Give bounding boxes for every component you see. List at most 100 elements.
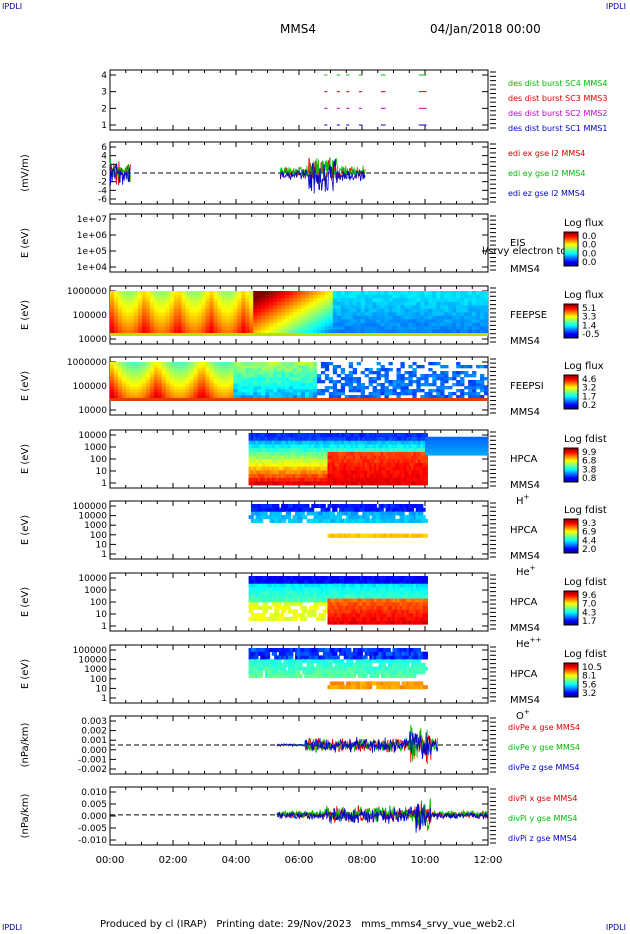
divpe-legend-entry: divPe z gse MMS4: [508, 763, 579, 772]
hpca_he2-ylabel: E (eV): [20, 587, 31, 617]
x-tick-label: 06:00: [285, 855, 314, 866]
divpi-legend-entry: divPi z gse MMS4: [508, 834, 577, 843]
eis-colorbar-title: Log flux: [564, 218, 604, 229]
divpi-y-tick-label: -0.005: [78, 824, 107, 834]
feepsi-colorbar-title: Log flux: [564, 361, 604, 372]
hpca_he2-charge: ++: [530, 636, 542, 644]
hpca_o-y-tick-label: 1: [101, 694, 107, 704]
divpi-y-tick-label: -0.010: [78, 836, 107, 846]
hpca_o-charge: +: [524, 708, 530, 716]
eis-spacecraft: MMS4: [510, 264, 540, 275]
feepse-colorbar-tick: -0.5: [582, 330, 600, 340]
burst-legend-entry: des dist burst SC4 MMS4: [508, 79, 607, 88]
feepse-y-tick-label: 1000000: [67, 287, 107, 297]
hpca_he2-colorbar: [563, 590, 579, 626]
hpca_he-y-tick-label: 1: [101, 550, 107, 560]
hpca_h-y-tick-label: 100: [90, 455, 107, 465]
efield-y-tick-label: -2: [98, 178, 107, 188]
hpca_he2-spacecraft: MMS4: [510, 623, 540, 634]
burst-frame: [109, 69, 489, 131]
hpca_he-y-tick-label: 100: [90, 531, 107, 541]
divpe-y-tick-label: -0.001: [78, 755, 107, 765]
hpca_he2-colorbar-tick: 4.3: [582, 608, 596, 618]
hpca_o-colorbar-title: Log fdist: [564, 649, 607, 660]
footer-producer: Produced by cl (IRAP): [100, 919, 207, 930]
burst-legend-entry: des dist burst SC3 MMS3: [508, 94, 607, 103]
feepsi-colorbar-tick: 1.7: [582, 392, 596, 402]
efield-series-2: [109, 157, 366, 185]
hpca_he2-colorbar-tick: 7.0: [582, 600, 597, 610]
feepsi-instrument: FEEPSI: [510, 381, 544, 392]
hpca_he-y-tick-label: 100000: [73, 502, 108, 512]
feepsi-colorbar-tick: 4.6: [582, 375, 597, 385]
x-tick-label: 10:00: [411, 855, 440, 866]
feepse-ylabel: E (eV): [20, 300, 31, 330]
hpca_he-colorbar-tick: 4.4: [582, 536, 597, 546]
hpca_h-ylabel: E (eV): [20, 444, 31, 474]
hpca_he-colorbar-tick: 6.9: [582, 528, 597, 538]
hpca_he-colorbar-tick: 2.0: [582, 545, 597, 555]
efield-legend-entry: edi ez gse l2 MMS4: [508, 189, 585, 198]
hpca_o-spacecraft: MMS4: [510, 695, 540, 706]
hpca_he-ylabel: E (eV): [20, 515, 31, 545]
divpe-legend-entry: divPe y gse MMS4: [508, 743, 580, 752]
hpca_o-y-tick-label: 100000: [73, 646, 108, 656]
hpca_o-colorbar-tick: 3.2: [582, 689, 596, 699]
corner-label: IPDLI: [605, 2, 626, 11]
divpi-ylabel: (nPa/km): [20, 794, 31, 839]
burst-y-tick-label: 3: [101, 88, 107, 98]
hpca_he-y-tick-label: 10: [96, 540, 108, 550]
eis-colorbar-tick: 0.0: [582, 232, 597, 242]
hpca_h-colorbar-tick: 9.9: [582, 448, 597, 458]
hpca_he2-y-tick-label: 100: [90, 598, 107, 608]
hpca_o-colorbar-tick: 8.1: [582, 672, 596, 682]
feepse-colorbar-tick: 3.3: [582, 313, 596, 323]
hpca_o-y-tick-label: 1000: [84, 665, 107, 675]
hpca_he2-instrument: HPCA: [510, 597, 538, 608]
eis-colorbar: [563, 231, 579, 267]
divpi-y-tick-label: 0.010: [81, 788, 107, 798]
feepsi-spectrogram: [110, 362, 489, 401]
eis-colorbar-tick: 0.0: [582, 249, 597, 259]
hpca_he2-colorbar-tick: 9.6: [582, 591, 597, 601]
eis-overlay-text: l/srvy electron to: [482, 246, 567, 257]
efield-y-tick-label: -6: [98, 195, 107, 205]
hpca_he-y-tick-label: 1000: [84, 521, 107, 531]
efield-y-tick-label: 2: [101, 160, 107, 170]
divpe-y-tick-label: -0.002: [78, 765, 107, 775]
eis-y-tick-label: 1e+04: [77, 263, 108, 273]
divpi-y-tick-label: 0.000: [81, 812, 107, 822]
corner-label: IPDLI: [605, 923, 626, 932]
divpi-y-tick-label: 0.005: [81, 800, 107, 810]
feepse-instrument: FEEPSE: [510, 310, 547, 321]
hpca_h-colorbar-tick: 3.8: [582, 465, 597, 475]
header-date: 04/Jan/2018 00:00: [430, 22, 541, 36]
efield-y-tick-label: -4: [98, 186, 107, 196]
divpi-legend-entry: divPi x gse MMS4: [508, 794, 577, 803]
divpe-y-tick-label: 0.003: [81, 717, 107, 727]
hpca_he2-species: He++: [516, 636, 542, 650]
hpca_he-colorbar: [563, 518, 579, 554]
hpca_he2-colorbar-title: Log fdist: [564, 577, 607, 588]
feepsi-spacecraft: MMS4: [510, 407, 540, 418]
hpca_he2-colorbar-tick: 1.7: [582, 617, 596, 627]
feepse-colorbar-tick: 1.4: [582, 321, 597, 331]
eis-y-tick-label: 1e+05: [77, 247, 107, 257]
hpca_o-colorbar-tick: 5.6: [582, 680, 597, 690]
feepse-colorbar-title: Log flux: [564, 290, 604, 301]
burst-y-tick-label: 1: [101, 121, 107, 131]
hpca_he2-y-tick-label: 1: [101, 622, 107, 632]
hpca_he2-y-tick-label: 1000: [84, 586, 107, 596]
feepsi-y-tick-label: 10000: [78, 406, 107, 416]
efield-y-tick-label: 4: [101, 152, 107, 162]
hpca_h-spacecraft: MMS4: [510, 480, 540, 491]
burst-legend-entry: des dist burst SC2 MMS2: [508, 109, 607, 118]
hpca_he2-y-tick-label: 10000: [78, 574, 107, 584]
hpca_he-spectrogram: [248, 504, 428, 538]
efield-ylabel: (mV/m): [20, 154, 31, 192]
hpca_he2-y-tick-label: 10: [96, 610, 108, 620]
hpca_h-instrument: HPCA: [510, 454, 538, 465]
feepse-spacecraft: MMS4: [510, 336, 540, 347]
hpca_he-species: He+: [516, 564, 536, 578]
